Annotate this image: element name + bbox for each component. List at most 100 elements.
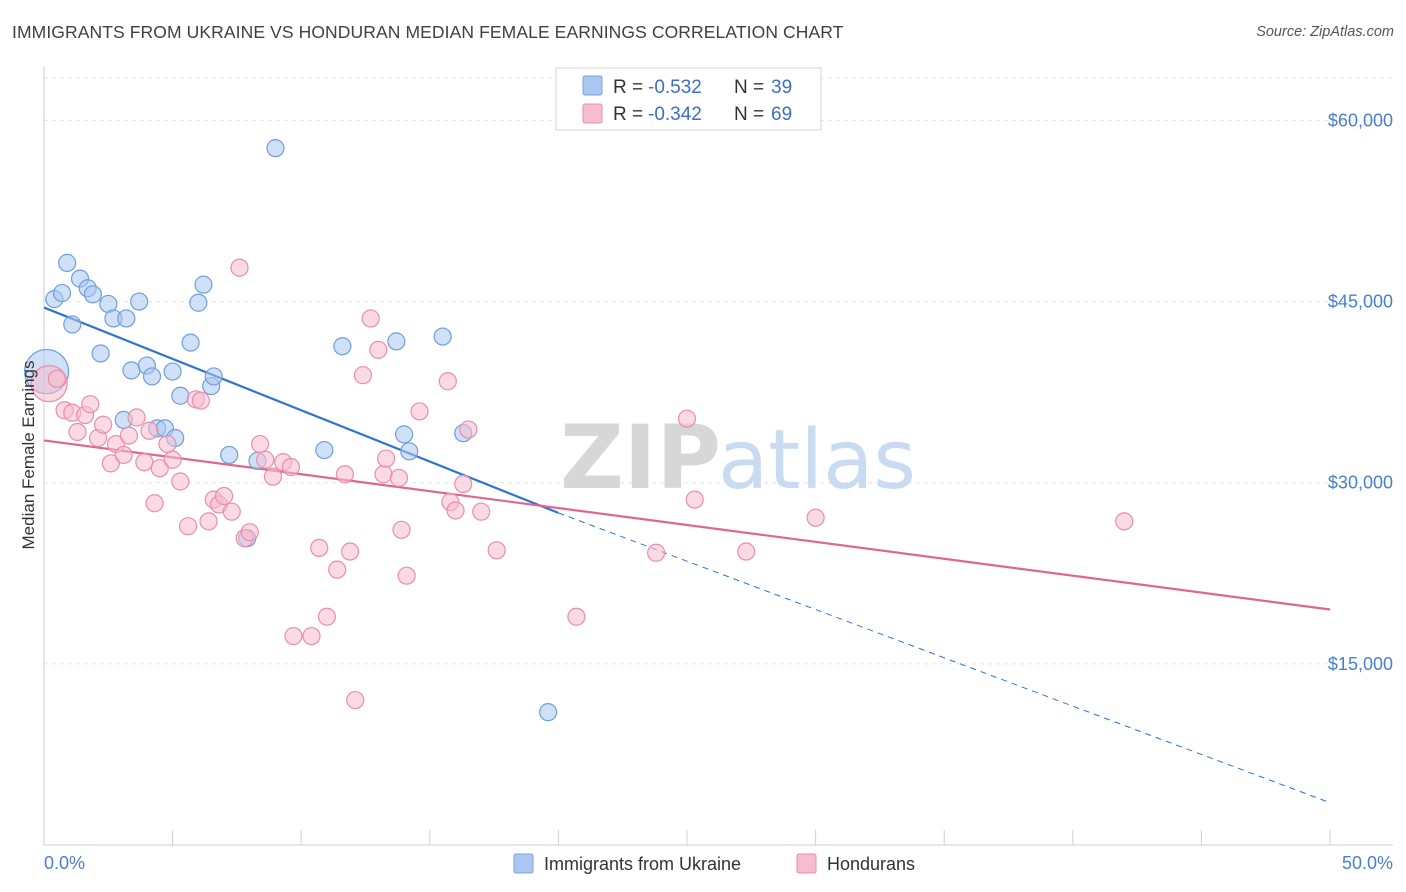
data-point (472, 502, 491, 521)
data-point (91, 344, 110, 363)
legend-n-label-ukraine: N = (734, 77, 764, 98)
legend-n-value-hondurans: 69 (771, 104, 792, 125)
legend-swatch-ukraine (582, 75, 603, 96)
bottom-legend: Immigrants from Ukraine Hondurans (513, 853, 915, 874)
data-point (240, 523, 259, 542)
data-point (454, 474, 473, 493)
data-point (158, 434, 177, 454)
bottom-legend-label-ukraine: Immigrants from Ukraine (544, 854, 741, 874)
data-point (263, 467, 283, 486)
data-point (150, 459, 169, 478)
data-point (163, 362, 182, 381)
data-point (199, 512, 218, 531)
data-point (122, 361, 141, 380)
data-point (204, 367, 223, 386)
axes (43, 66, 1393, 846)
x-tick-label-max: 50.0% (1342, 853, 1393, 873)
data-point (142, 367, 162, 386)
source-label: Source: ZipAtlas.com (1256, 24, 1394, 40)
legend-r-value-hondurans: -0.342 (648, 104, 702, 125)
legend-n-value-ukraine: 39 (771, 77, 792, 98)
data-point (114, 445, 133, 465)
data-point (328, 560, 347, 579)
grid-lines (44, 77, 1393, 665)
data-point (214, 486, 234, 506)
data-point (101, 454, 120, 473)
data-point (400, 442, 419, 461)
data-point (410, 402, 429, 421)
data-point (389, 468, 409, 487)
data-point (340, 542, 360, 561)
data-point (387, 332, 406, 351)
data-point (376, 449, 396, 468)
data-point (117, 309, 136, 328)
data-point (567, 607, 586, 626)
data-point (1115, 512, 1134, 531)
data-point (140, 421, 159, 440)
data-point (250, 434, 270, 454)
data-point (397, 566, 416, 585)
data-point (459, 420, 478, 439)
data-point (63, 315, 82, 334)
data-points (23, 139, 1134, 722)
data-point (83, 285, 102, 304)
data-point (433, 327, 452, 346)
data-point (487, 541, 506, 560)
trend-line (43, 306, 559, 514)
data-point (284, 626, 303, 646)
data-point (317, 607, 337, 626)
legend-r-label-ukraine: R = (613, 77, 643, 98)
data-point (127, 408, 146, 427)
y-tick-labels: $15,000 $30,000 $45,000 $60,000 (1328, 110, 1393, 673)
data-point (256, 450, 275, 469)
data-point (47, 369, 66, 388)
trend-line-extension (558, 512, 1331, 804)
data-point (677, 409, 697, 428)
watermark-atlas: atlas (718, 413, 916, 508)
bottom-legend-swatch-hondurans (796, 853, 817, 874)
data-point (806, 508, 825, 527)
data-point (163, 450, 182, 469)
data-point (315, 440, 334, 460)
data-point (189, 293, 208, 312)
legend-r-value-ukraine: -0.532 (648, 77, 702, 98)
data-point (685, 490, 704, 509)
top-legend: R = -0.532 N = 39 R = -0.342 N = 69 (555, 67, 822, 131)
data-point (374, 465, 393, 484)
y-tick-label: $30,000 (1328, 473, 1393, 493)
data-point (335, 465, 355, 484)
legend-swatch-hondurans (582, 103, 603, 124)
data-point (353, 366, 373, 385)
data-point (302, 626, 321, 646)
data-point (438, 372, 457, 391)
trend-lines (43, 306, 1331, 804)
y-tick-label: $60,000 (1328, 110, 1393, 130)
data-point (346, 690, 365, 710)
data-point (94, 415, 113, 434)
data-point (181, 333, 200, 352)
legend-r-label-hondurans: R = (613, 104, 643, 125)
data-point (135, 453, 154, 472)
data-point (191, 391, 210, 410)
data-point (145, 494, 164, 513)
y-tick-label: $15,000 (1328, 654, 1393, 674)
data-point (81, 395, 100, 414)
legend-n-label-hondurans: N = (734, 104, 764, 125)
data-point (392, 520, 411, 539)
data-point (333, 337, 352, 356)
data-point (222, 502, 241, 521)
bottom-legend-label-hondurans: Hondurans (827, 854, 915, 874)
y-tick-label: $45,000 (1328, 292, 1393, 312)
data-point (171, 386, 190, 405)
data-point (539, 703, 558, 722)
data-point (361, 309, 380, 328)
data-point (369, 340, 388, 359)
data-point (230, 258, 249, 277)
chart-title: IMMIGRANTS FROM UKRAINE VS HONDURAN MEDI… (12, 22, 844, 42)
data-point (130, 292, 149, 311)
data-point (281, 457, 301, 477)
data-point (647, 543, 666, 562)
data-point (266, 139, 285, 158)
data-point (394, 425, 414, 444)
